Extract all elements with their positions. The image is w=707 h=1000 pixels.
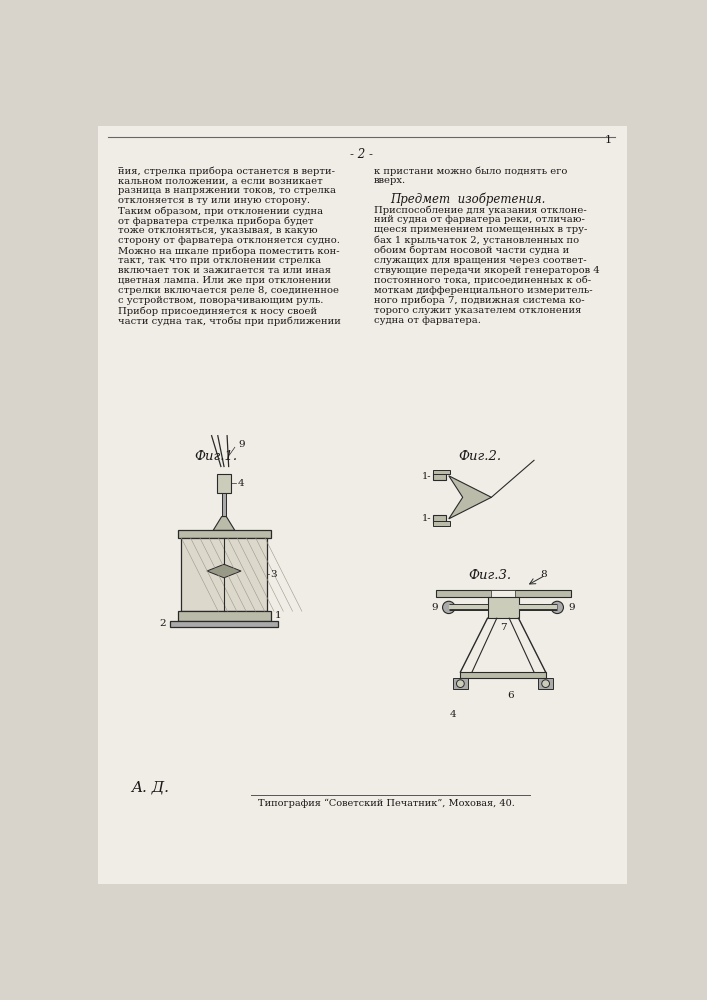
Text: сторону от фарватера отклоняется судно.: сторону от фарватера отклоняется судно. (118, 236, 339, 245)
Polygon shape (213, 517, 235, 530)
Text: Фиг.3.: Фиг.3. (468, 569, 511, 582)
Text: кальном положении, а если возникает: кальном положении, а если возникает (118, 176, 322, 185)
Text: бах 1 крыльчаток 2, установленных по: бах 1 крыльчаток 2, установленных по (373, 235, 579, 245)
Bar (177, 530, 271, 538)
Text: части судна так, чтобы при приближении: части судна так, чтобы при приближении (118, 316, 341, 326)
Bar (538, 678, 554, 689)
Text: отклоняется в ту или иную сторону.: отклоняется в ту или иную сторону. (118, 196, 310, 205)
Bar (491, 590, 515, 597)
Circle shape (551, 601, 563, 614)
Text: служащих для вращения через соответ-: служащих для вращения через соответ- (373, 256, 586, 265)
Bar (452, 678, 468, 689)
Text: с устройством, поворачивающим руль.: с устройством, поворачивающим руль. (118, 296, 323, 305)
Text: 1: 1 (274, 611, 281, 620)
Text: постоянного тока, присоединенных к об-: постоянного тока, присоединенных к об- (373, 276, 591, 285)
Text: ного прибора 7, подвижная система ко-: ного прибора 7, подвижная система ко- (373, 296, 584, 305)
Text: щееся применением помещенных в тру-: щееся применением помещенных в тру- (373, 225, 587, 234)
Bar (460, 672, 546, 678)
Bar (217, 474, 231, 493)
Bar (182, 538, 267, 611)
Text: 6: 6 (507, 691, 513, 700)
Text: цветная лампа. Или же при отклонении: цветная лампа. Или же при отклонении (118, 276, 331, 285)
Text: 8: 8 (540, 570, 547, 579)
Bar (433, 473, 445, 480)
Polygon shape (207, 564, 241, 578)
Text: Фиг.2.: Фиг.2. (458, 450, 501, 463)
Text: Предмет  изобретения.: Предмет изобретения. (390, 192, 546, 206)
Text: 7: 7 (500, 623, 506, 632)
Bar (177, 611, 271, 620)
Polygon shape (449, 476, 491, 519)
Text: A. Д.: A. Д. (131, 781, 169, 795)
Text: 1-: 1- (421, 472, 431, 481)
Text: Таким образом, при отклонении судна: Таким образом, при отклонении судна (118, 206, 323, 216)
Circle shape (542, 680, 549, 687)
Circle shape (457, 680, 464, 687)
Text: Приспособление для указания отклоне-: Приспособление для указания отклоне- (373, 205, 586, 215)
Text: к пристани можно было поднять его: к пристани можно было поднять его (373, 166, 567, 176)
Text: 3: 3 (271, 570, 277, 579)
Text: тоже отклоняться, указывая, в какую: тоже отклоняться, указывая, в какую (118, 226, 317, 235)
Text: обоим бортам носовой части судна и: обоим бортам носовой части судна и (373, 246, 569, 255)
Text: 9: 9 (568, 603, 575, 612)
Text: ния, стрелка прибора останется в верти-: ния, стрелка прибора останется в верти- (118, 166, 335, 176)
Bar (433, 521, 450, 526)
Text: от фарватера стрелка прибора будет: от фарватера стрелка прибора будет (118, 216, 313, 226)
Text: Типография “Coветский Печатник”, Моховая, 40.: Типография “Coветский Печатник”, Моховая… (258, 799, 515, 808)
Text: моткам дифференциального измеритель-: моткам дифференциального измеритель- (373, 286, 592, 295)
Text: судна от фарватера.: судна от фарватера. (373, 316, 481, 325)
Text: ствующие передачи якорей генераторов 4: ствующие передачи якорей генераторов 4 (373, 266, 600, 275)
Bar (436, 590, 571, 597)
Text: стрелки включается реле 8, соединенное: стрелки включается реле 8, соединенное (118, 286, 339, 295)
Text: 2: 2 (159, 619, 166, 628)
Text: Можно на шкале прибора поместить кон-: Можно на шкале прибора поместить кон- (118, 246, 339, 256)
Text: Фиг.1.: Фиг.1. (194, 450, 238, 463)
Text: вверх.: вверх. (373, 176, 406, 185)
Text: Прибор присоединяется к носу своей: Прибор присоединяется к носу своей (118, 306, 317, 316)
Bar (170, 620, 279, 627)
Text: –: – (118, 162, 124, 172)
Bar (488, 597, 518, 618)
Text: 4: 4 (450, 710, 457, 719)
Text: включает ток и зажигается та или иная: включает ток и зажигается та или иная (118, 266, 331, 275)
Bar (433, 515, 445, 523)
Bar (433, 470, 450, 474)
Text: 1: 1 (604, 135, 612, 145)
Text: торого служит указателем отклонения: торого служит указателем отклонения (373, 306, 581, 315)
Text: разница в напряжении токов, то стрелка: разница в напряжении токов, то стрелка (118, 186, 336, 195)
Text: такт, так что при отклонении стрелка: такт, так что при отклонении стрелка (118, 256, 321, 265)
Text: - 2 -: - 2 - (351, 148, 373, 161)
Text: 9: 9 (238, 440, 245, 449)
Text: 4: 4 (238, 479, 245, 488)
Circle shape (443, 601, 455, 614)
Text: 1-: 1- (421, 514, 431, 523)
Text: ний судна от фарватера реки, отличаю-: ний судна от фарватера реки, отличаю- (373, 215, 585, 224)
Text: 9: 9 (431, 603, 438, 612)
Bar (222, 493, 226, 517)
